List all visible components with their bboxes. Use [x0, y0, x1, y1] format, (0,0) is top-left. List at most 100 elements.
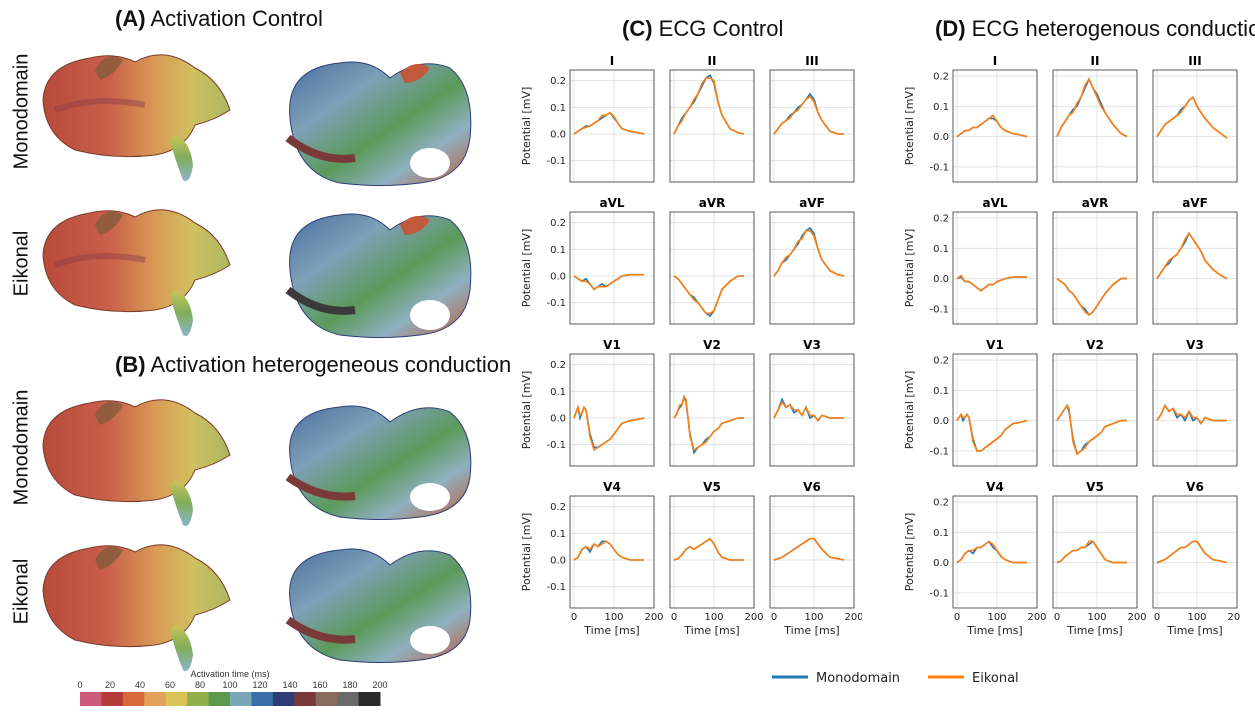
plot-frame: [1152, 495, 1238, 609]
x-tick-label: 200: [844, 612, 862, 623]
y-tick-label: -0.1: [546, 582, 566, 593]
series-line-monodomain: [1056, 540, 1127, 564]
y-tick-label: -0.1: [546, 156, 566, 167]
y-tick-label: 0.2: [933, 214, 949, 225]
series-line-eikonal: [1156, 403, 1227, 426]
colorbar-tick-label: 140: [282, 680, 297, 690]
x-tick-label: 200: [1127, 612, 1146, 623]
y-tick-label: -0.1: [929, 304, 949, 315]
plot-frame: [952, 69, 1038, 183]
colorbar-tick-label: 160: [312, 680, 327, 690]
x-tick-label: 100: [1187, 612, 1206, 623]
row-label-a-eikonal: Eikonal: [10, 230, 33, 297]
x-tick-label: 0: [954, 612, 960, 623]
y-axis-label: Potential [mV]: [903, 87, 916, 166]
plot-frame: [569, 495, 655, 609]
y-axis-label: Potential [mV]: [520, 371, 533, 450]
plot-frame: [769, 495, 855, 609]
y-tick-label: 0.0: [933, 274, 949, 285]
y-tick-label: 0.1: [550, 529, 566, 540]
plot-frame: [569, 69, 655, 183]
panel-c-text: ECG Control: [658, 16, 784, 41]
panel-c-label: (C): [622, 16, 653, 41]
colorbar-swatch: [272, 692, 295, 706]
legend-label: Monodomain: [816, 671, 900, 686]
panel-d-text: ECG heterogenous conduction: [971, 16, 1255, 41]
x-tick-label: 100: [804, 612, 823, 623]
lead-title: aVR: [1082, 196, 1109, 210]
colorbar-tick-label: 0: [77, 680, 82, 690]
series-line-eikonal: [1056, 277, 1127, 316]
ecg-lead-panel-II: II: [669, 54, 755, 183]
colorbar-title: Activation time (ms): [190, 669, 269, 679]
y-tick-label: 0.1: [550, 103, 566, 114]
lead-title: V3: [1186, 338, 1204, 352]
ecg-lead-panel-aVL: aVL 0.2 0.1 0.0 -0.1 Potential [mV]: [520, 196, 655, 325]
series-line-eikonal: [573, 540, 644, 561]
x-tick-label: 200: [1227, 612, 1240, 623]
panel-d-title: (D) ECG heterogenous conduction: [935, 16, 1255, 42]
series-line-eikonal: [673, 275, 744, 315]
y-tick-label: -0.1: [546, 440, 566, 451]
ecg-lead-panel-V3: V3: [1152, 338, 1238, 467]
y-tick-label: 0.2: [550, 360, 566, 371]
lead-title: V6: [1186, 480, 1204, 494]
ecg-lead-panel-V3: V3: [769, 338, 855, 467]
plot-frame: [669, 69, 755, 183]
plot-frame: [1152, 211, 1238, 325]
row-label-b-monodomain: Monodomain: [10, 389, 33, 506]
series-line-eikonal: [1056, 77, 1128, 138]
lead-title: V3: [803, 338, 821, 352]
plot-frame: [669, 495, 755, 609]
ecg-lead-panel-V2: V2: [669, 338, 755, 467]
colorbar-tick-label: 60: [165, 680, 175, 690]
ecg-lead-panel-II: II: [1052, 54, 1138, 183]
row-label-a-monodomain: Monodomain: [10, 53, 33, 170]
colorbar-swatch: [80, 692, 102, 706]
series-line-eikonal: [956, 413, 1028, 452]
colorbar-swatch: [251, 692, 274, 706]
panel-d-label: (D): [935, 16, 966, 41]
lead-title: V5: [703, 480, 721, 494]
ecg-lead-panel-aVL: aVL 0.2 0.1 0.0 -0.1 Potential [mV]: [903, 196, 1038, 325]
colorbar-tick-label: 40: [135, 680, 145, 690]
y-tick-label: 0.1: [550, 245, 566, 256]
ecg-lead-panel-I: I 0.2 0.1 0.0 -0.1 Potential [mV]: [520, 54, 655, 183]
series-line-monodomain: [773, 537, 845, 561]
colorbar-swatch: [208, 692, 231, 706]
lead-title: aVR: [699, 196, 726, 210]
plot-frame: [569, 353, 655, 467]
ecg-lead-panel-III: III: [769, 54, 855, 183]
colorbar-tick-label: 120: [252, 680, 267, 690]
y-tick-label: 0.0: [933, 558, 949, 569]
plot-frame: [952, 353, 1038, 467]
row-label-b-eikonal: Eikonal: [10, 558, 33, 625]
x-tick-label: 200: [744, 612, 763, 623]
panel-a-label: (A): [115, 6, 146, 31]
series-line-monodomain: [673, 74, 745, 135]
series-line-monodomain: [673, 275, 744, 318]
plot-frame: [1052, 495, 1138, 609]
lead-title: I: [610, 54, 614, 68]
ecg-lead-panel-V1: V1 0.2 0.1 0.0 -0.1 Potential [mV]: [520, 338, 655, 467]
lead-title: III: [805, 54, 818, 68]
series-line-monodomain: [573, 404, 645, 449]
lead-title: V5: [1086, 480, 1104, 494]
heart-b-eik-left-view: [42, 544, 231, 671]
panel-a-title: (A) Activation Control: [115, 6, 323, 32]
y-tick-label: 0.0: [550, 556, 566, 567]
ecg-lead-panel-V4: V4 0.2 0.1 0.0 -0.1 Potential [mV] 0 100 200 Time…: [903, 480, 1047, 637]
y-tick-label: 0.2: [550, 76, 566, 87]
ecg-lead-panel-V6: V6 0 100 200 Time [ms]: [1152, 480, 1240, 637]
plot-frame: [669, 353, 755, 467]
series-line-monodomain: [673, 537, 744, 561]
x-tick-label: 0: [1054, 612, 1060, 623]
series-line-monodomain: [773, 92, 844, 135]
plot-frame: [952, 495, 1038, 609]
series-line-eikonal: [573, 111, 645, 135]
ecg-legend: Monodomain Eikonal: [772, 671, 1019, 686]
y-tick-label: 0.1: [933, 244, 949, 255]
series-line-monodomain: [1056, 277, 1127, 317]
y-tick-label: 0.1: [550, 387, 566, 398]
